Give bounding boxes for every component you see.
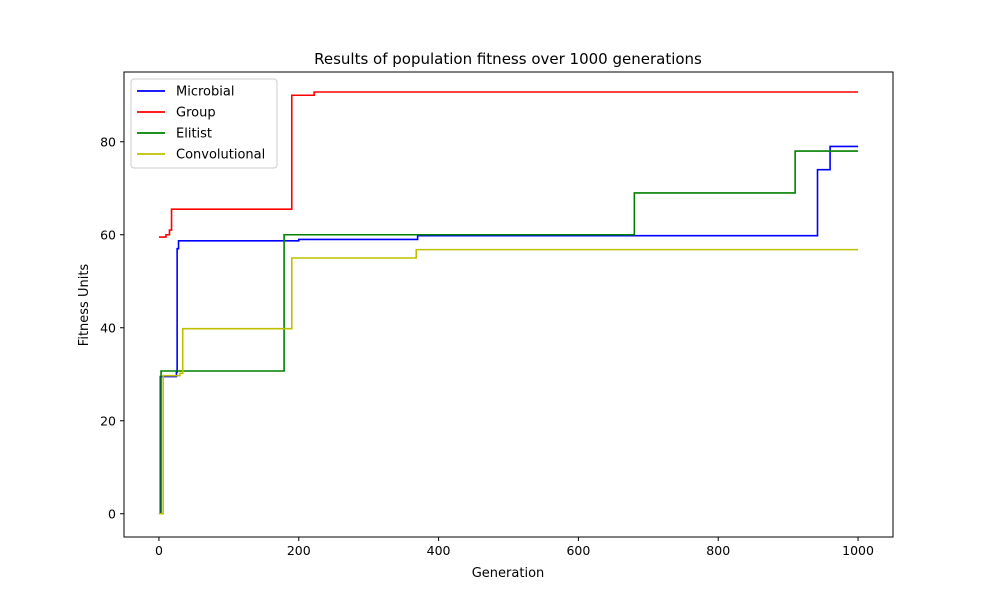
legend-box bbox=[130, 78, 278, 169]
y-tick-label: 80 bbox=[100, 134, 116, 149]
legend-label-group: Group bbox=[176, 106, 216, 121]
legend: Microbial Group Elitist Convolutional bbox=[130, 78, 278, 169]
plot-frame bbox=[123, 71, 894, 538]
x-tick-label: 0 bbox=[155, 543, 163, 558]
y-axis-label: Fitness Units bbox=[77, 264, 92, 347]
y-tick-label: 20 bbox=[100, 413, 116, 428]
series-line-elitist bbox=[158, 150, 859, 515]
x-tick-label: 600 bbox=[566, 543, 590, 558]
legend-label-convolutional: Convolutional bbox=[176, 148, 265, 163]
y-tick-label: 40 bbox=[100, 320, 116, 335]
y-tick-label: 0 bbox=[108, 506, 116, 521]
chart-title: Results of population fitness over 1000 … bbox=[314, 50, 702, 68]
x-tick-label: 400 bbox=[427, 543, 451, 558]
legend-label-elitist: Elitist bbox=[176, 127, 212, 142]
y-tick-label: 60 bbox=[100, 227, 116, 242]
series-line-microbial bbox=[158, 145, 859, 515]
x-tick-label: 800 bbox=[706, 543, 730, 558]
x-tick-label: 1000 bbox=[842, 543, 874, 558]
x-axis-label: Generation bbox=[472, 566, 545, 581]
legend-label-microbial: Microbial bbox=[176, 85, 234, 100]
series-line-group bbox=[158, 91, 859, 238]
axes: 0 200 400 600 800 1000 0 20 40 60 80 bbox=[100, 71, 894, 558]
x-tick-label: 200 bbox=[287, 543, 311, 558]
series-line-convolutional bbox=[158, 248, 859, 515]
series-layer bbox=[158, 91, 859, 515]
